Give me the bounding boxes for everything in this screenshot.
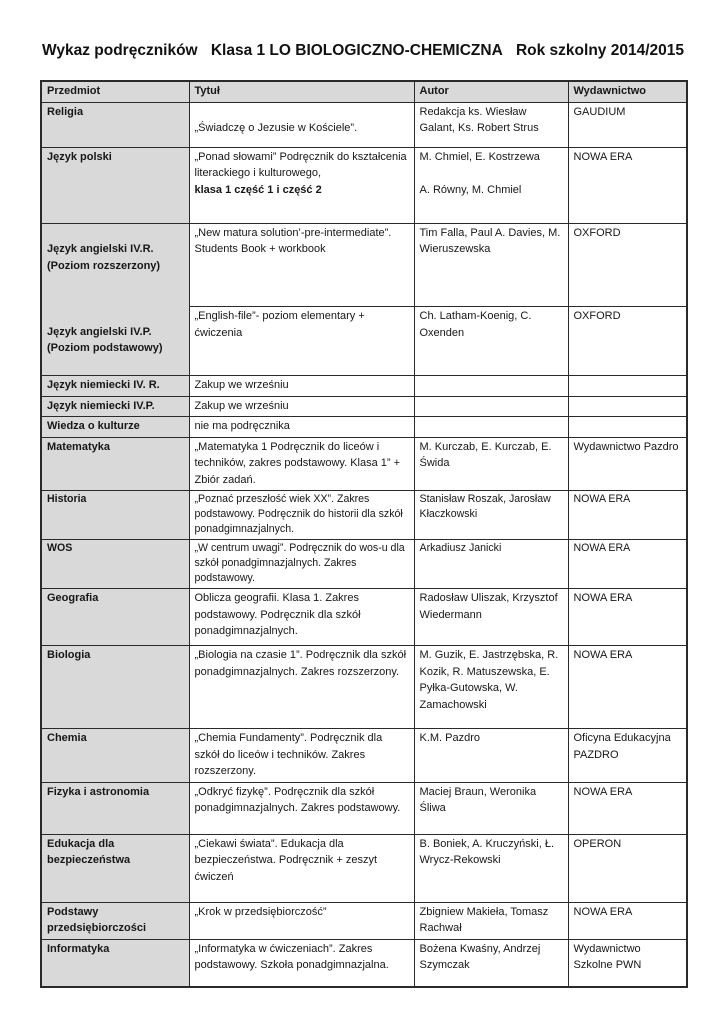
title-cell: nie ma podręcznika bbox=[188, 416, 415, 438]
author-cell: Stanisław Roszak, Jarosław Kłaczkowski bbox=[413, 490, 569, 540]
author-cell: Bożena Kwaśny, Andrzej Szymczak bbox=[413, 938, 569, 988]
table-row-historia: Historia „Poznać przeszłość wiek XX”. Za… bbox=[40, 490, 688, 540]
table-row-angielski-rozszerzony: Język angielski IV.R. (Poziom rozszerzon… bbox=[40, 222, 688, 376]
author-cell bbox=[413, 375, 569, 397]
header-subject: Przedmiot bbox=[40, 80, 190, 103]
publisher-cell: NOWA ERA bbox=[567, 539, 688, 589]
subject-cell: Język polski bbox=[40, 146, 190, 224]
title-cell: „Matematyka 1 Podręcznik do liceów i tec… bbox=[188, 436, 415, 491]
author-cell: Zbigniew Makieła, Tomasz Rachwał bbox=[413, 901, 569, 940]
author-cell: Arkadiusz Janicki bbox=[413, 539, 569, 589]
author-cell: Tim Falla, Paul A. Davies, M. Wieruszews… bbox=[413, 222, 569, 308]
subject-cell: Wiedza o kulturze bbox=[40, 416, 190, 438]
subject-cell: Chemia bbox=[40, 728, 190, 783]
title-cell: „Informatyka w ćwiczeniach”. Zakres pods… bbox=[188, 938, 415, 988]
subject-angielski-ivp: Język angielski IV.P. (Poziom podstawowy… bbox=[47, 325, 163, 355]
author-cell: Ch. Latham-Koenig, C. Oxenden bbox=[413, 306, 569, 376]
title-cell: „Biologia na czasie 1”. Podręcznik dla s… bbox=[188, 645, 415, 729]
title-cell: „Chemia Fundamenty”. Podręcznik dla szkó… bbox=[188, 728, 415, 783]
subject-cell: Historia bbox=[40, 490, 190, 540]
table-row-jezyk-polski: Język polski „Ponad słowami” Podręcznik … bbox=[40, 146, 688, 224]
author-cell: M. Kurczab, E. Kurczab, E. Świda bbox=[413, 436, 569, 491]
subject-cell: Matematyka bbox=[40, 436, 190, 491]
author-cell: M. Chmiel, E. Kostrzewa A. Równy, M. Chm… bbox=[413, 146, 569, 224]
author-cell: K.M. Pazdro bbox=[413, 728, 569, 783]
publisher-cell: NOWA ERA bbox=[567, 588, 688, 646]
publisher-cell: NOWA ERA bbox=[567, 490, 688, 540]
subject-cell: Biologia bbox=[40, 645, 190, 729]
title-cell: „New matura solution’-pre-intermediate”.… bbox=[188, 222, 415, 308]
subject-cell: Geografia bbox=[40, 588, 190, 646]
publisher-cell: OXFORD bbox=[567, 306, 688, 376]
title-cell: „Świadczę o Jezusie w Kościele”. bbox=[188, 101, 415, 148]
title-cell: „W centrum uwagi”. Podręcznik do wos-u d… bbox=[188, 539, 415, 589]
table-row-edukacja-dla-bezpieczenstwa: Edukacja dla bezpieczeństwa „Ciekawi świ… bbox=[40, 833, 688, 903]
title-text: „Ponad słowami” Podręcznik do kształceni… bbox=[194, 150, 407, 180]
subject-cell: Fizyka i astronomia bbox=[40, 781, 190, 835]
subject-cell: Informatyka bbox=[40, 938, 190, 988]
header-author: Autor bbox=[413, 80, 569, 103]
title-cell: „Ciekawi świata”. Edukacja dla bezpiecze… bbox=[188, 833, 415, 903]
table-row-informatyka: Informatyka „Informatyka w ćwiczeniach”.… bbox=[40, 938, 688, 988]
publisher-cell: NOWA ERA bbox=[567, 146, 688, 224]
table-row-chemia: Chemia „Chemia Fundamenty”. Podręcznik d… bbox=[40, 728, 688, 783]
publisher-cell: Wydawnictwo Szkolne PWN bbox=[567, 938, 688, 988]
textbook-table: Przedmiot Tytuł Autor Wydawnictwo Religi… bbox=[40, 80, 688, 988]
table-row-biologia: Biologia „Biologia na czasie 1”. Podręcz… bbox=[40, 645, 688, 729]
author-cell bbox=[413, 416, 569, 438]
title-cell: „Poznać przeszłość wiek XX”. Zakres pods… bbox=[188, 490, 415, 540]
table-row-angielski-podstawowy: „English-file”- poziom elementary + ćwic… bbox=[41, 306, 688, 376]
author-cell: B. Boniek, A. Kruczyński, Ł. Wrycz-Rekow… bbox=[413, 833, 569, 903]
title-cell: Zakup we wrześniu bbox=[188, 395, 415, 417]
title-bold-text: klasa 1 część 1 i część 2 bbox=[194, 183, 322, 196]
subject-angielski-ivr: Język angielski IV.R. (Poziom rozszerzon… bbox=[47, 243, 161, 272]
publisher-cell bbox=[567, 395, 688, 417]
table-header-row: Przedmiot Tytuł Autor Wydawnictwo bbox=[40, 80, 688, 103]
table-row-wiedza-o-kulturze: Wiedza o kulturze nie ma podręcznika bbox=[40, 416, 688, 438]
publisher-cell: NOWA ERA bbox=[567, 781, 688, 835]
subject-cell: Podstawy przedsiębiorczości bbox=[40, 901, 190, 940]
publisher-cell: NOWA ERA bbox=[567, 901, 688, 940]
title-cell: „Ponad słowami” Podręcznik do kształceni… bbox=[188, 146, 415, 224]
header-publisher: Wydawnictwo bbox=[567, 80, 688, 103]
table-row-niemiecki-ivr: Język niemiecki IV. R. Zakup we wrześniu bbox=[40, 375, 688, 397]
author-cell: Maciej Braun, Weronika Śliwa bbox=[413, 781, 569, 835]
publisher-cell: NOWA ERA bbox=[567, 645, 688, 729]
title-class-label: Klasa 1 LO BIOLOGICZNO-CHEMICZNA bbox=[210, 42, 503, 59]
table-row-religia: Religia „Świadczę o Jezusie w Kościele”.… bbox=[40, 101, 688, 148]
title-school-year: Rok szkolny 2014/2015 bbox=[515, 42, 684, 59]
publisher-cell: Oficyna Edukacyjna PAZDRO bbox=[567, 728, 688, 783]
title-cell: „Krok w przedsiębiorczość” bbox=[188, 901, 415, 940]
publisher-cell: OPERON bbox=[567, 833, 688, 903]
title-cell: „English-file”- poziom elementary + ćwic… bbox=[188, 306, 415, 376]
document-title: Wykaz podręczników Klasa 1 LO BIOLOGICZN… bbox=[42, 42, 684, 60]
author-cell bbox=[413, 395, 569, 417]
table-row-wos: WOS „W centrum uwagi”. Podręcznik do wos… bbox=[40, 539, 688, 589]
subject-cell: Język niemiecki IV. R. bbox=[40, 375, 190, 397]
table-row-matematyka: Matematyka „Matematyka 1 Podręcznik do l… bbox=[40, 436, 688, 491]
title-cell: Oblicza geografii. Klasa 1. Zakres podst… bbox=[188, 588, 415, 646]
publisher-cell: OXFORD bbox=[567, 222, 688, 308]
table-row-fizyka: Fizyka i astronomia „Odkryć fizykę”. Pod… bbox=[40, 781, 688, 835]
subject-cell: WOS bbox=[40, 539, 190, 589]
title-cell: „Odkryć fizykę”. Podręcznik dla szkół po… bbox=[188, 781, 415, 835]
publisher-cell: GAUDIUM bbox=[567, 101, 688, 148]
subject-cell: Edukacja dla bezpieczeństwa bbox=[40, 833, 190, 903]
publisher-cell: Wydawnictwo Pazdro bbox=[567, 436, 688, 491]
author-cell: M. Guzik, E. Jastrzębska, R. Kozik, R. M… bbox=[413, 645, 569, 729]
title-cell: Zakup we wrześniu bbox=[188, 375, 415, 397]
table-row-podstawy-przedsiebiorczosci: Podstawy przedsiębiorczości „Krok w prze… bbox=[40, 901, 688, 940]
title-list-label: Wykaz podręczników bbox=[42, 42, 198, 59]
subject-cell: Język niemiecki IV.P. bbox=[40, 395, 190, 417]
publisher-cell bbox=[567, 416, 688, 438]
subject-cell: Religia bbox=[40, 101, 190, 148]
table-row-niemiecki-ivp: Język niemiecki IV.P. Zakup we wrześniu bbox=[40, 395, 688, 417]
header-title: Tytuł bbox=[188, 80, 415, 103]
publisher-cell bbox=[567, 375, 688, 397]
author-cell: Redakcja ks. Wiesław Galant, Ks. Robert … bbox=[413, 101, 569, 148]
subject-cell-merged: Język angielski IV.R. (Poziom rozszerzon… bbox=[40, 222, 190, 376]
author-cell: Radosław Uliszak, Krzysztof Wiedermann bbox=[413, 588, 569, 646]
table-row-geografia: Geografia Oblicza geografii. Klasa 1. Za… bbox=[40, 588, 688, 646]
